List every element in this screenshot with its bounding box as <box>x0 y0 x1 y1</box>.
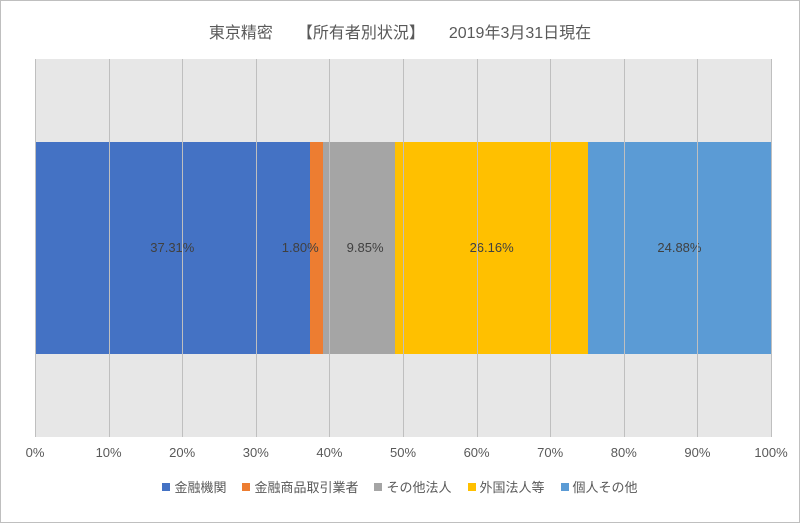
legend-swatch <box>561 483 569 491</box>
x-axis-tick: 90% <box>684 445 710 460</box>
legend-item: 個人その他 <box>561 477 638 496</box>
legend-label: 個人その他 <box>573 477 638 496</box>
stacked-bar-chart: 東京精密 【所有者別状況】 2019年3月31日現在 37.31% 1.80% 9.… <box>0 0 800 523</box>
x-axis-tick: 100% <box>754 445 787 460</box>
legend-label: 金融機関 <box>174 477 226 496</box>
legend-item: その他法人 <box>374 477 451 496</box>
legend-swatch <box>468 483 476 491</box>
grid-line <box>109 59 110 437</box>
grid-line <box>256 59 257 437</box>
x-axis-tick: 80% <box>611 445 637 460</box>
grid-line <box>403 59 404 437</box>
legend-label: 外国法人等 <box>480 477 545 496</box>
grid-line <box>771 59 772 437</box>
bar-value-label: 24.88% <box>657 240 701 255</box>
bar-segment: 24.88% <box>588 142 771 354</box>
x-axis-tick: 40% <box>316 445 342 460</box>
bar-segment: 9.85% <box>323 142 395 354</box>
bar-segment: 26.16% <box>395 142 588 354</box>
grid-line <box>329 59 330 437</box>
x-axis-tick: 10% <box>96 445 122 460</box>
grid-line <box>35 59 36 437</box>
legend-label: 金融商品取引業者 <box>254 477 358 496</box>
legend-label: その他法人 <box>386 477 451 496</box>
legend-swatch <box>242 483 250 491</box>
plot-area: 37.31% 1.80% 9.85% 26.16% 24.88% <box>35 59 771 437</box>
grid-line <box>182 59 183 437</box>
chart-title: 東京精密 【所有者別状況】 2019年3月31日現在 <box>1 19 799 43</box>
bar-value-label: 1.80% <box>282 240 319 255</box>
legend-swatch <box>162 483 170 491</box>
x-axis-tick: 70% <box>537 445 563 460</box>
bar-segment: 37.31% <box>35 142 310 354</box>
legend: 金融機関 金融商品取引業者 その他法人 外国法人等 個人その他 <box>1 477 799 496</box>
grid-line <box>624 59 625 437</box>
grid-line <box>697 59 698 437</box>
bar-segment: 1.80% <box>310 142 323 354</box>
x-axis-tick: 30% <box>243 445 269 460</box>
x-axis-tick: 0% <box>26 445 45 460</box>
grid-line <box>477 59 478 437</box>
legend-item: 外国法人等 <box>468 477 545 496</box>
x-axis-tick: 60% <box>464 445 490 460</box>
legend-item: 金融商品取引業者 <box>242 477 358 496</box>
bar-value-label: 9.85% <box>347 240 384 255</box>
x-axis-tick: 20% <box>169 445 195 460</box>
legend-item: 金融機関 <box>162 477 226 496</box>
bar-value-label: 37.31% <box>150 240 194 255</box>
legend-swatch <box>374 483 382 491</box>
grid-line <box>550 59 551 437</box>
x-axis-tick: 50% <box>390 445 416 460</box>
